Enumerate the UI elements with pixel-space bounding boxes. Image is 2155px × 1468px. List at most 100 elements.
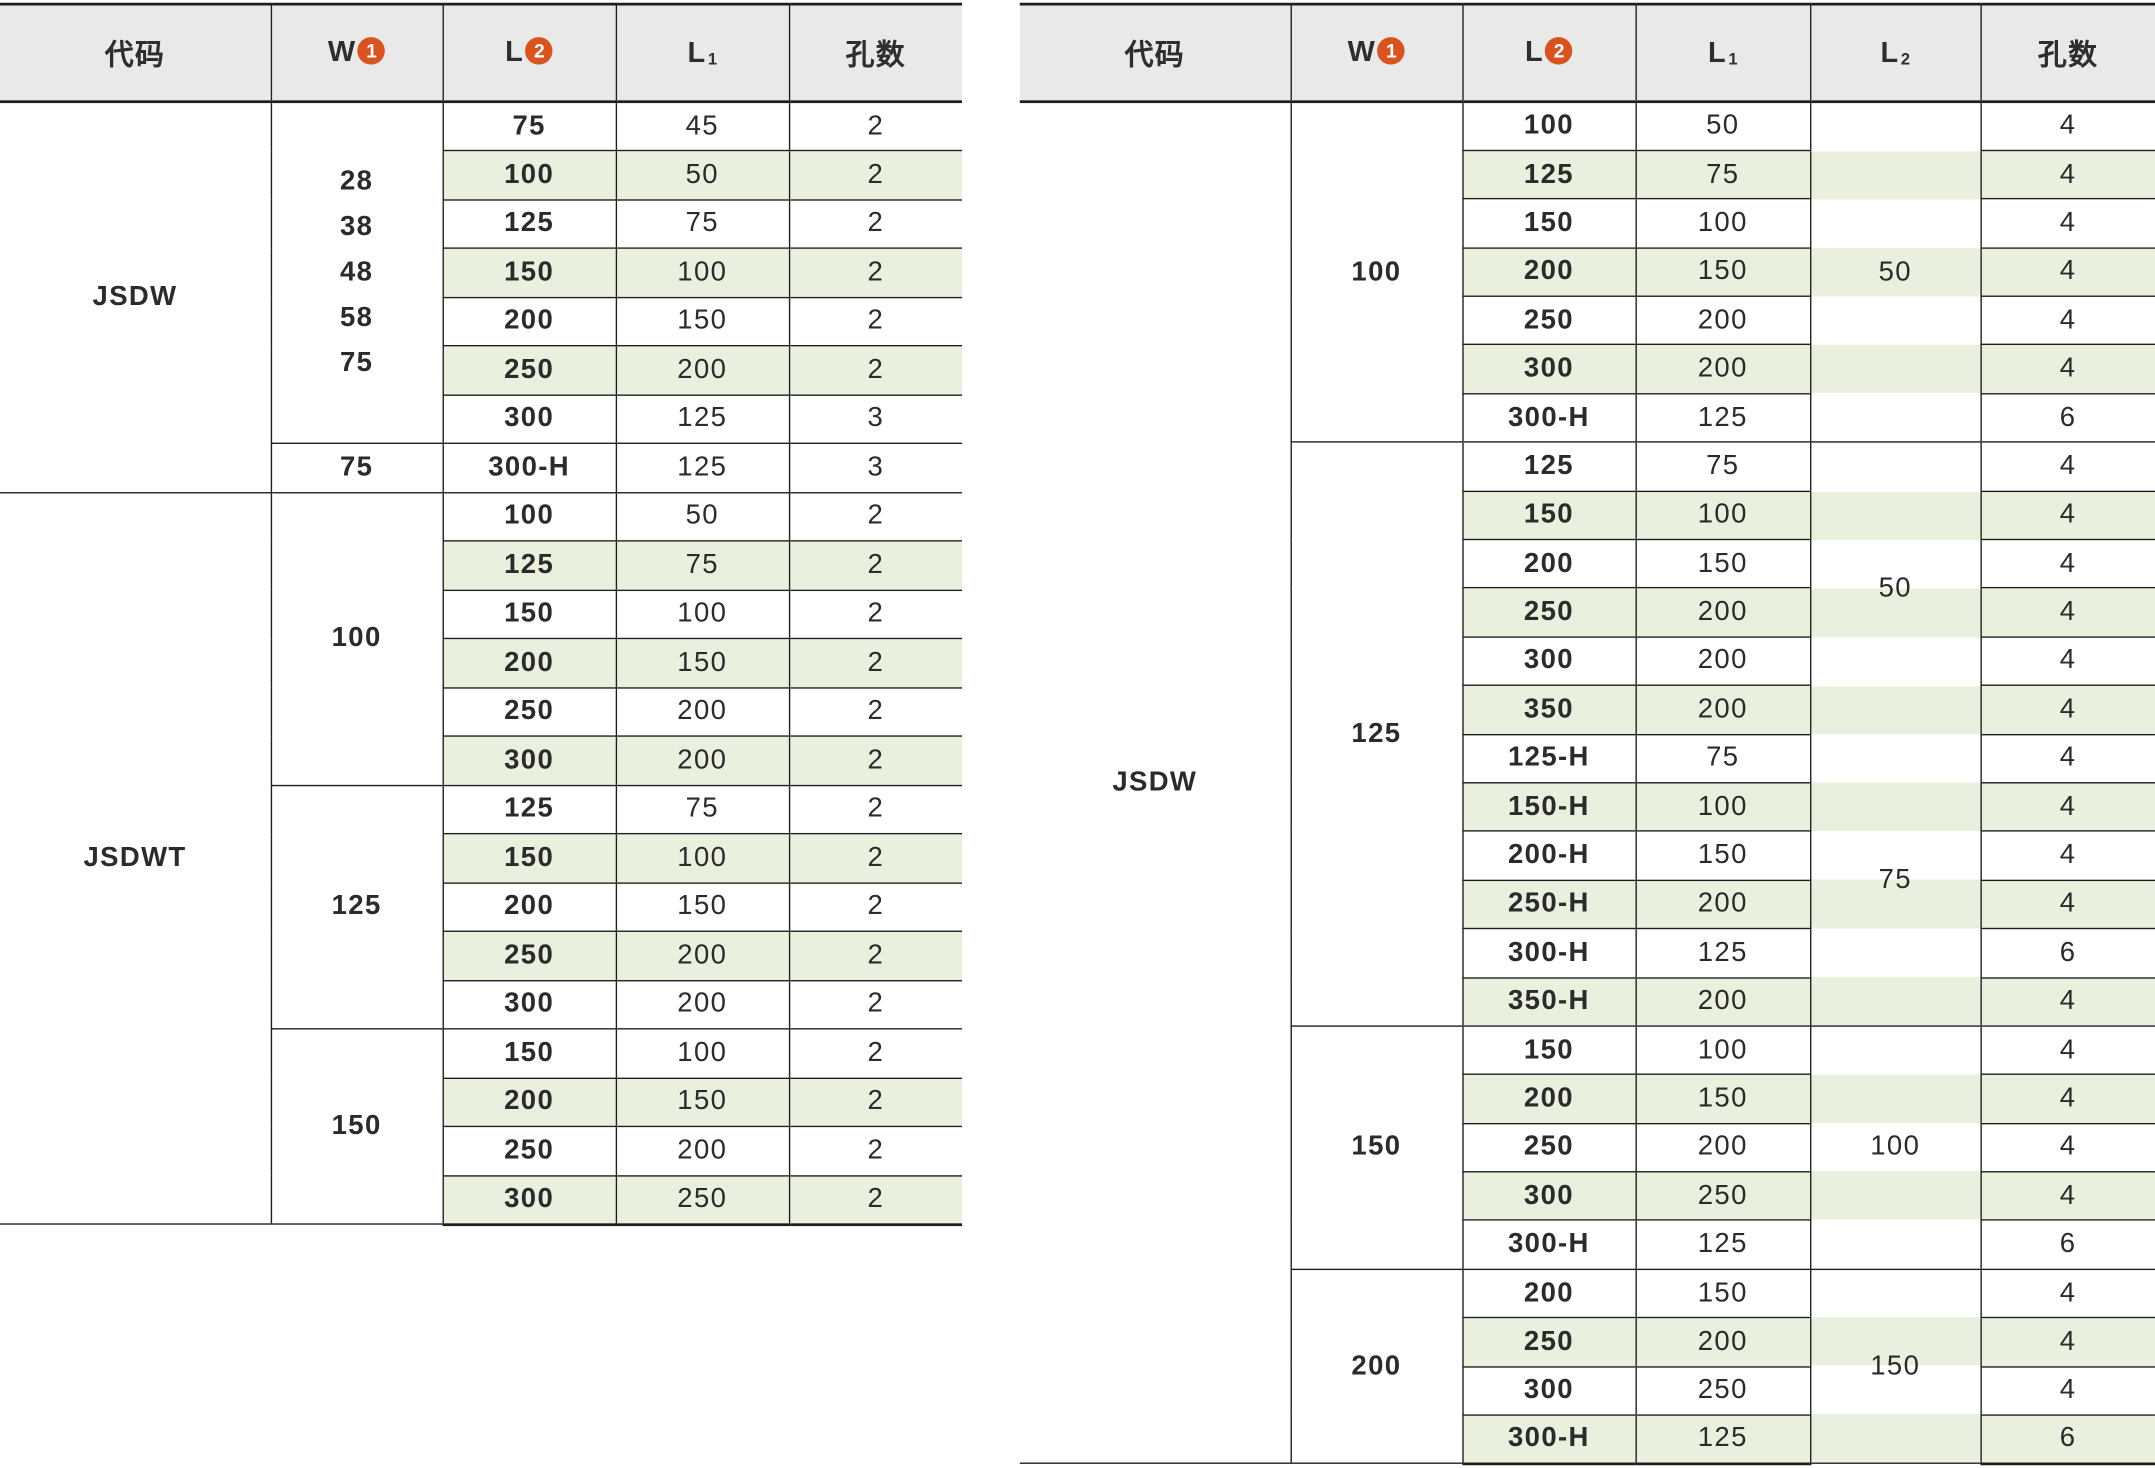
l-cell: 250 (1461, 1123, 1636, 1173)
holes-cell: 2 (788, 1126, 963, 1176)
holes-cell: 2 (788, 101, 963, 152)
header-l2: L2 (1809, 2, 1981, 104)
holes-cell: 2 (788, 589, 963, 640)
l-cell: 300-H (1461, 928, 1636, 979)
l1-cell: 75 (615, 540, 789, 591)
l-cell: 250 (441, 345, 616, 396)
l-cell: 300-H (1461, 1220, 1636, 1270)
holes-cell: 4 (1979, 296, 2155, 346)
l1-cell: 125 (615, 394, 789, 444)
l2-cell: 50 (1809, 101, 1981, 443)
table-row: 300 200 4 (1020, 636, 2155, 687)
table-row: 300-H 125 6 (1020, 928, 2155, 979)
holes-cell: 2 (788, 736, 963, 786)
w-value: 28 (339, 166, 374, 197)
l-cell: 250 (1461, 1317, 1636, 1368)
l-cell: 300 (441, 1175, 616, 1226)
l-cell: 150 (1461, 490, 1636, 541)
l1-cell: 45 (615, 101, 789, 152)
l2-cell: 75 (1809, 734, 1981, 1027)
l1-cell: 100 (1634, 782, 1811, 833)
l-cell: 250 (1461, 588, 1636, 638)
table-row: 350-H 200 4 (1020, 977, 2155, 1027)
l1-cell: 200 (1634, 685, 1811, 735)
holes-cell: 2 (788, 1175, 963, 1226)
table-row: 200-H 150 4 (1020, 831, 2155, 881)
table-row: 125 125 75 50 4 (1020, 442, 2155, 1027)
table-row: 250 200 2 (0, 687, 963, 737)
holes-cell: 2 (788, 784, 963, 835)
holes-cell: 2 (788, 540, 963, 591)
table-row: 125 75 4 (1020, 150, 2155, 200)
l-cell: 300 (441, 394, 616, 444)
l1-cell: 200 (1634, 296, 1811, 346)
l1-cell: 200 (615, 1126, 789, 1176)
w-cell: 100 (1289, 101, 1463, 443)
l1-cell: 200 (615, 687, 789, 737)
holes-cell: 2 (788, 150, 963, 200)
holes-cell: 6 (1979, 393, 2155, 443)
holes-cell: 4 (1979, 539, 2155, 589)
badge-2: 2 (525, 37, 554, 65)
l1-cell: 250 (1634, 1366, 1811, 1416)
l-cell: 200 (1461, 539, 1636, 589)
holes-cell: 4 (1979, 734, 2155, 784)
l-cell: 200 (441, 638, 616, 688)
l-cell: 200 (1461, 1269, 1636, 1319)
table-row: 300-H 125 6 (1020, 393, 2155, 443)
l-cell: 250 (441, 931, 616, 981)
holes-cell: 2 (788, 248, 963, 298)
l-cell: 150-H (1461, 782, 1636, 833)
l1-cell: 100 (1634, 1025, 1811, 1076)
holes-cell: 2 (788, 345, 963, 396)
l-cell: 300 (441, 736, 616, 786)
w-cell: 125 (1289, 442, 1463, 1027)
holes-cell: 2 (788, 687, 963, 737)
code-cell: JSDW (1019, 101, 1291, 1465)
table-row: 250-H 200 4 (1020, 880, 2155, 930)
l-cell: 350 (1461, 685, 1636, 735)
l-cell: 300 (1461, 1171, 1636, 1222)
l-cell: 125 (441, 199, 616, 249)
l-cell: 150 (441, 248, 616, 298)
l1-cell: 150 (1634, 247, 1811, 297)
l1-cell: 125 (615, 443, 789, 493)
table-row: 150 150 100 100 4 (1020, 1025, 2155, 1270)
l1-cell: 75 (1634, 734, 1811, 784)
table-row: 250 200 4 (1020, 588, 2155, 638)
l-cell: 100 (441, 492, 616, 542)
header-holes: 孔数 (1979, 2, 2155, 104)
holes-cell: 4 (1979, 1171, 2155, 1222)
l2-cell: 100 (1809, 1025, 1981, 1270)
l1-cell: 200 (1634, 344, 1811, 395)
w-value: 38 (339, 211, 374, 242)
holes-cell: 6 (1979, 928, 2155, 979)
l-cell: 150 (441, 589, 616, 640)
table-row: 300 250 4 (1020, 1171, 2155, 1222)
l-cell: 125-H (1461, 734, 1636, 784)
l1-cell: 200 (615, 345, 789, 396)
l1-cell: 75 (1634, 150, 1811, 200)
holes-cell: 2 (788, 1077, 963, 1128)
code-cell: JSDW (0, 101, 271, 493)
header-l1: L1 (1634, 2, 1811, 104)
table-row: 300-H 125 6 (1020, 1415, 2155, 1466)
l1-cell: 100 (615, 248, 789, 298)
l-cell: 100 (441, 150, 616, 200)
holes-cell: 4 (1979, 685, 2155, 735)
holes-cell: 2 (788, 492, 963, 542)
table-row: 150 100 2 (0, 589, 963, 640)
table-row: 125 75 2 (0, 540, 963, 591)
badge-1: 1 (1377, 37, 1406, 65)
l1-cell: 50 (615, 492, 789, 542)
w-cell: 125 (270, 784, 443, 1030)
holes-cell: 2 (788, 199, 963, 249)
l-cell: 300 (1461, 1366, 1636, 1416)
l1-cell: 100 (1634, 490, 1811, 541)
table-row: 150 150 100 2 (0, 1028, 963, 1225)
